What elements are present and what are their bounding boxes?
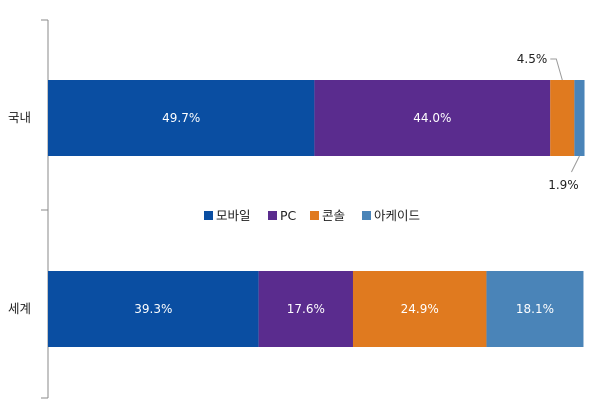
bar-segment <box>352 271 487 347</box>
legend-label: 모바일 <box>216 208 251 223</box>
legend-label: PC <box>280 208 297 223</box>
legend: 모바일 PC 콘솔 아케이드 <box>204 208 420 223</box>
leader-line <box>550 58 563 81</box>
bar-segment <box>48 271 259 347</box>
bar-segment <box>258 271 353 347</box>
category-label: 국내 <box>8 110 31 125</box>
data-label: 49.7% <box>162 111 200 125</box>
bar-segment <box>486 271 584 347</box>
category-label: 세계 <box>8 301 31 316</box>
data-label: 24.9% <box>401 302 439 316</box>
leader-line <box>570 155 580 173</box>
bar-segment <box>574 80 585 156</box>
bars-group: 국내 49.7% 44.0% 4.5% 1.9% 세계 39.3% 17.6% 24.9% 18.… <box>8 52 585 347</box>
data-label: 17.6% <box>287 302 325 316</box>
bar-segment <box>314 80 551 156</box>
data-label: 44.0% <box>413 111 451 125</box>
data-label: 18.1% <box>516 302 554 316</box>
bar-segment <box>550 80 575 156</box>
legend-label: 콘솔 <box>322 208 345 223</box>
data-label: 39.3% <box>134 302 172 316</box>
legend-swatch <box>268 211 277 220</box>
legend-swatch <box>310 211 319 220</box>
data-label: 4.5% <box>517 52 548 66</box>
legend-label: 아케이드 <box>374 208 420 223</box>
bar-segment <box>48 80 315 156</box>
legend-swatch <box>204 211 213 220</box>
data-label: 1.9% <box>548 178 579 192</box>
legend-swatch <box>362 211 371 220</box>
